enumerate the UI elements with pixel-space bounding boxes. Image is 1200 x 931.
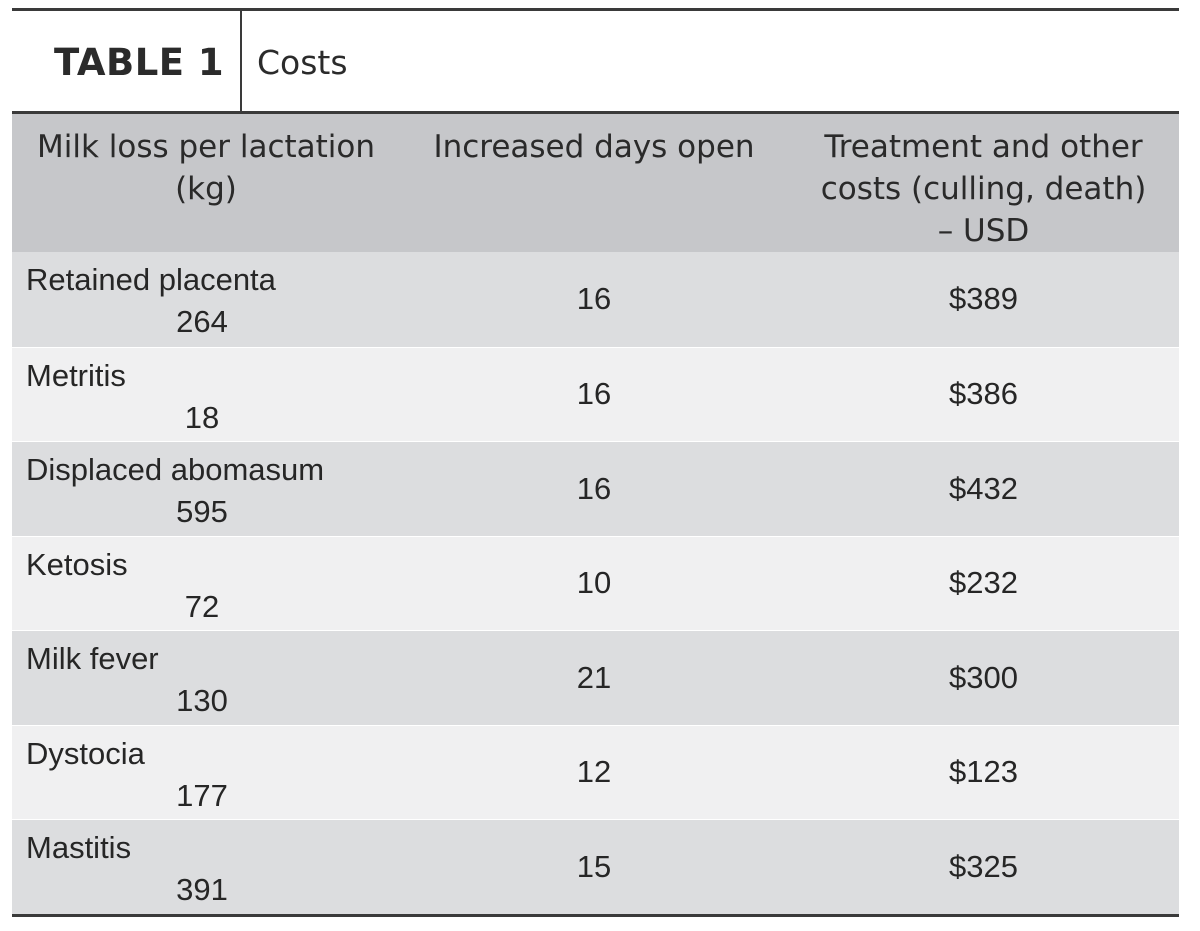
- milk-loss-cell: Ketosis 72: [12, 537, 400, 631]
- title-divider: [240, 11, 242, 111]
- milk-loss-cell: Displaced abomasum 595: [12, 442, 400, 536]
- disease-name: Retained placenta: [26, 262, 276, 297]
- table-row: Retained placenta 264 16 $389: [12, 252, 1179, 347]
- cost-value: $300: [949, 659, 1018, 695]
- milk-loss-value: 595: [176, 494, 228, 529]
- milk-loss-value: 130: [176, 683, 228, 718]
- days-open-value: 16: [576, 376, 612, 412]
- table-caption: Costs: [257, 43, 348, 82]
- milk-loss-cell: Metritis 18: [12, 348, 400, 442]
- table-row: Dystocia 177 12 $123: [12, 724, 1179, 820]
- milk-loss-value: 18: [184, 399, 220, 435]
- table-row: Mastitis 391 15 $325: [12, 819, 1179, 914]
- cost-value: $123: [949, 754, 1018, 790]
- header-days-open: Increased days open: [433, 129, 755, 165]
- cost-value: $386: [949, 376, 1018, 412]
- milk-loss-value: 72: [184, 588, 220, 624]
- days-open-value: 12: [576, 754, 612, 790]
- disease-name: Milk fever: [26, 641, 159, 676]
- milk-loss-cell: Dystocia 177: [12, 726, 400, 820]
- disease-name: Dystocia: [26, 735, 145, 771]
- disease-name: Mastitis: [26, 830, 132, 865]
- table-body: Retained placenta 264 16 $389 Metritis 1…: [12, 252, 1179, 917]
- disease-name: Displaced abomasum: [26, 452, 325, 487]
- costs-table: TABLE 1 Costs Milk loss per lactation (k…: [12, 8, 1179, 917]
- table-row: Milk fever 130 21 $300: [12, 630, 1179, 725]
- header-treatment-costs: Treatment and other costs (culling, deat…: [820, 129, 1147, 249]
- table-title-bar: TABLE 1 Costs: [12, 8, 1179, 114]
- header-milk-loss: Milk loss per lactation (kg): [36, 129, 376, 207]
- table-row: Displaced abomasum 595 16 $432: [12, 441, 1179, 536]
- cost-value: $389: [949, 281, 1018, 317]
- days-open-value: 21: [576, 659, 612, 695]
- table-header-row: Milk loss per lactation (kg) Increased d…: [12, 114, 1179, 252]
- days-open-value: 10: [576, 565, 612, 601]
- milk-loss-cell: Milk fever 130: [12, 631, 400, 725]
- milk-loss-value: 264: [176, 304, 228, 339]
- disease-name: Ketosis: [26, 546, 128, 582]
- days-open-value: 16: [576, 470, 612, 506]
- table-row: Metritis 18 16 $386: [12, 346, 1179, 442]
- milk-loss-cell: Mastitis 391: [12, 820, 400, 914]
- days-open-value: 16: [576, 281, 612, 317]
- milk-loss-cell: Retained placenta 264: [12, 252, 400, 347]
- days-open-value: 15: [576, 848, 612, 884]
- cost-value: $232: [949, 565, 1018, 601]
- cost-value: $432: [949, 470, 1018, 506]
- cost-value: $325: [949, 848, 1018, 884]
- milk-loss-value: 391: [176, 872, 228, 907]
- milk-loss-value: 177: [176, 777, 228, 813]
- disease-name: Metritis: [26, 357, 126, 393]
- table-row: Ketosis 72 10 $232: [12, 535, 1179, 631]
- table-label: TABLE 1: [54, 41, 225, 84]
